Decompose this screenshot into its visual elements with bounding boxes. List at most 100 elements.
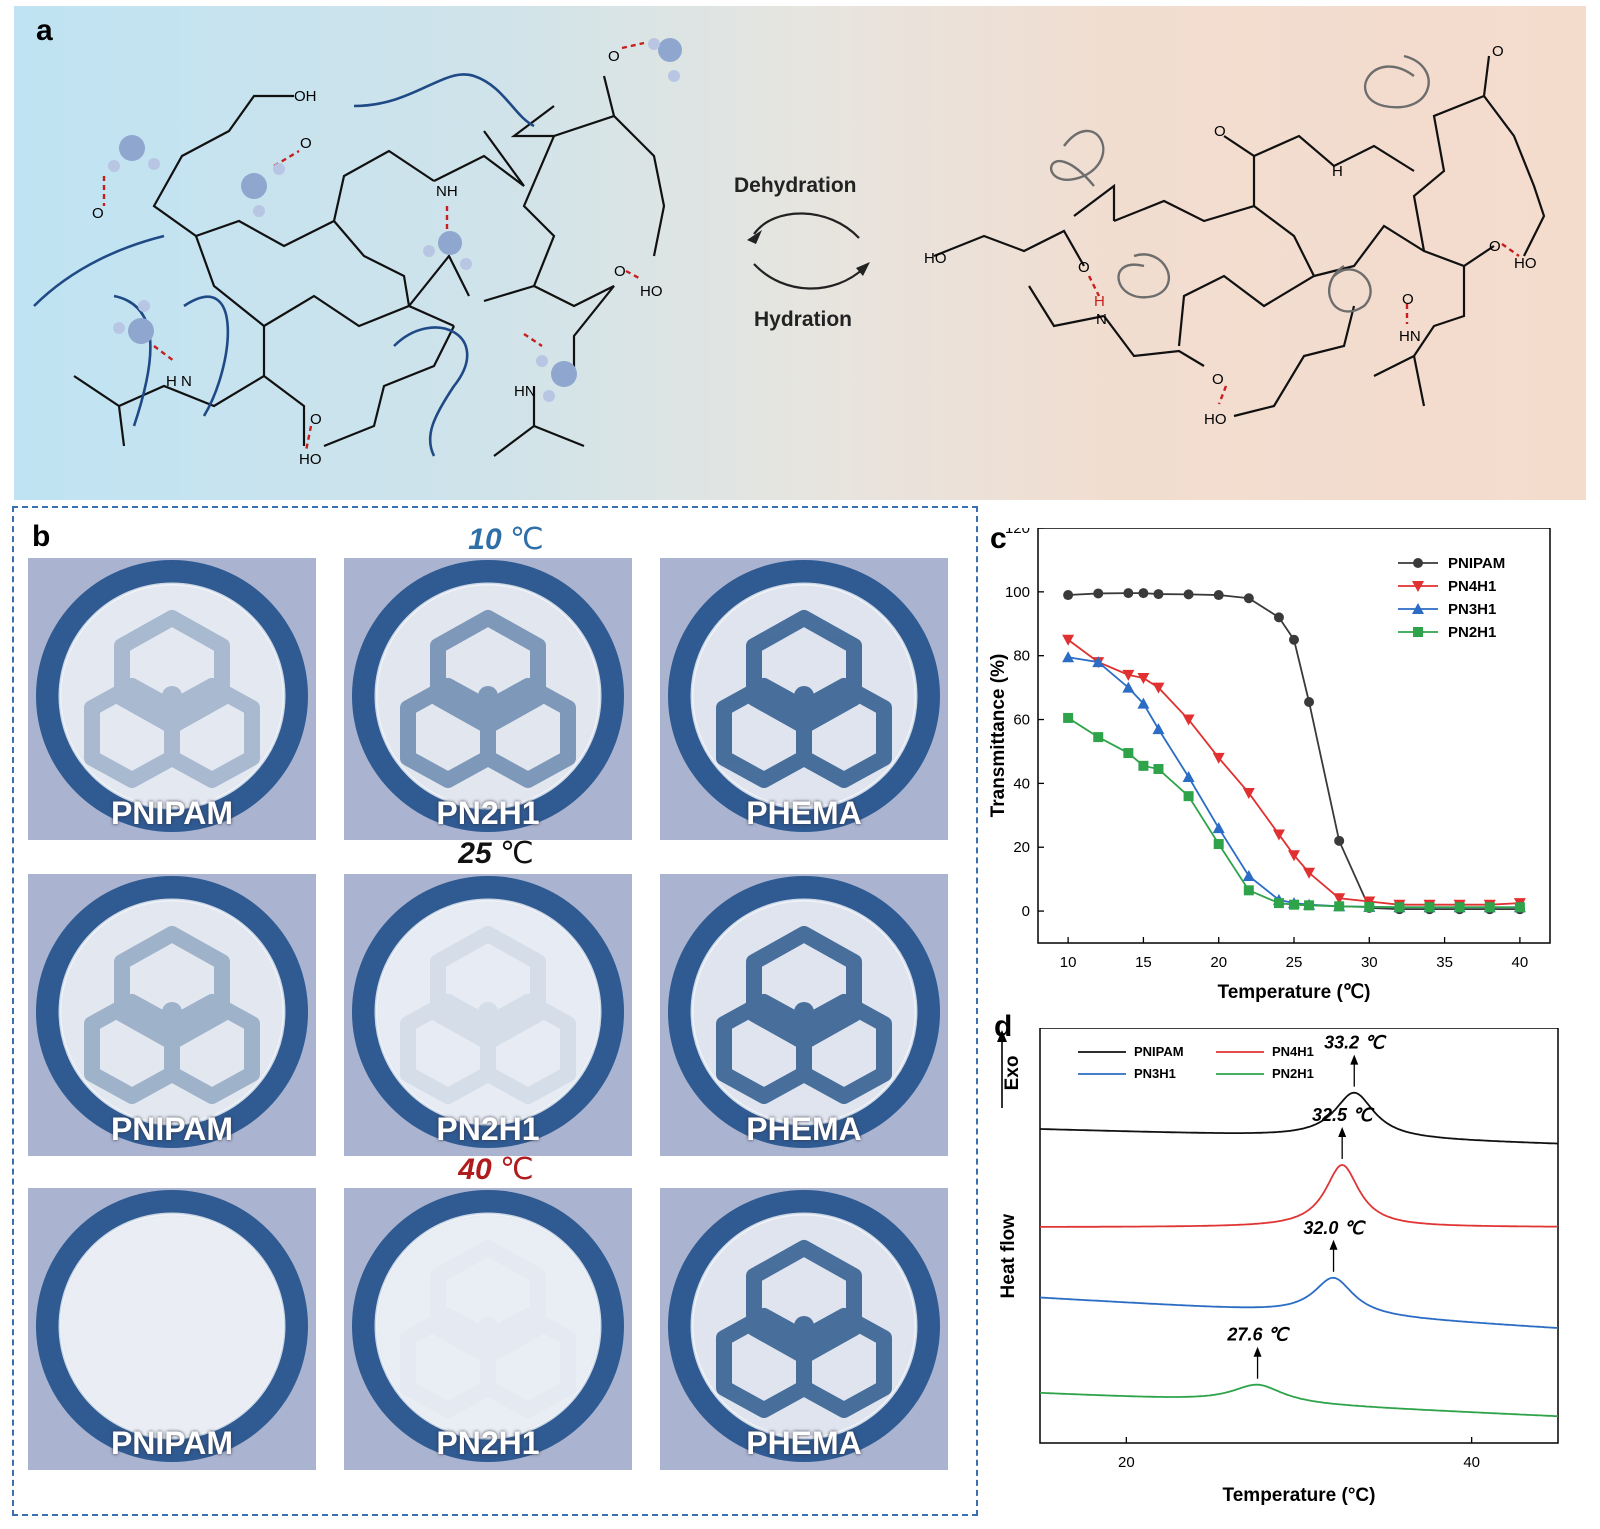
data-point bbox=[1182, 714, 1195, 726]
chem-label: H bbox=[1332, 163, 1343, 180]
panel-a-label: a bbox=[36, 14, 53, 47]
legend-marker bbox=[1412, 603, 1424, 614]
left-chem-labels: OH O O NH O HO O H N O HO HN bbox=[92, 48, 663, 468]
chem-label: O bbox=[92, 205, 104, 222]
data-point bbox=[1153, 764, 1164, 775]
data-point bbox=[1334, 835, 1345, 846]
data-point bbox=[1138, 760, 1149, 771]
dsc-curve bbox=[1039, 1276, 1559, 1329]
series-line bbox=[1067, 639, 1520, 906]
dsc-curve bbox=[1040, 1091, 1559, 1145]
data-point bbox=[1063, 590, 1074, 601]
left-molecule-skeleton bbox=[73, 75, 666, 457]
legend-label: PN4H1 bbox=[1448, 578, 1496, 595]
logo-icon bbox=[400, 610, 576, 788]
panel-a-svg: OH O O NH O HO O H N O HO HN Dehydration… bbox=[33, 38, 1546, 468]
dsc-curve bbox=[1040, 1163, 1558, 1228]
data-point bbox=[1152, 723, 1165, 735]
frost-overlay bbox=[378, 902, 598, 1122]
y-axis-label: Heat flow bbox=[998, 1214, 1019, 1299]
frost-overlay bbox=[694, 902, 914, 1122]
photo-illustration bbox=[28, 874, 316, 1156]
chem-label: O bbox=[1214, 123, 1226, 140]
peak-arrowhead bbox=[1350, 1054, 1359, 1065]
panel-a-scheme: OH O O NH O HO O H N O HO HN Dehydration… bbox=[14, 6, 1586, 500]
exo-label: Exo bbox=[1002, 1056, 1023, 1091]
x-tick-label: 10 bbox=[1060, 954, 1077, 971]
right-collapsed-chains bbox=[1049, 54, 1430, 313]
panel-b-photos bbox=[12, 506, 978, 1516]
data-point bbox=[1364, 901, 1375, 912]
data-point bbox=[1424, 902, 1435, 913]
x-tick-label: 40 bbox=[1512, 954, 1529, 971]
data-point bbox=[1334, 901, 1345, 912]
temp-unit: ℃ bbox=[500, 1153, 534, 1186]
dish-rim bbox=[58, 898, 286, 1126]
data-point bbox=[1062, 634, 1075, 646]
chem-label: HO bbox=[1204, 411, 1227, 428]
sample-label: PNIPAM bbox=[110, 795, 234, 831]
data-point bbox=[1289, 634, 1299, 645]
legend-marker bbox=[1412, 581, 1424, 592]
x-tick-label: 20 bbox=[1118, 1454, 1135, 1471]
panel-d-label: d bbox=[994, 1010, 1013, 1043]
y-tick-label: 40 bbox=[1013, 775, 1030, 792]
sample-photo: PN2H1 bbox=[344, 558, 632, 840]
x-tick-label: 40 bbox=[1463, 1454, 1480, 1471]
temp-value: 40 bbox=[458, 1153, 492, 1186]
data-point bbox=[1272, 829, 1285, 841]
photo-illustration bbox=[28, 1188, 316, 1470]
data-point bbox=[1138, 588, 1149, 599]
y-tick-label: 100 bbox=[1005, 584, 1030, 601]
legend-marker bbox=[1413, 558, 1423, 568]
data-point bbox=[1092, 656, 1105, 668]
dish-rim bbox=[374, 582, 602, 810]
water-molecules bbox=[108, 38, 682, 402]
left-polymer-chains bbox=[33, 73, 535, 457]
peak-label: 27.6 ℃ bbox=[1226, 1325, 1290, 1345]
x-tick-label: 25 bbox=[1286, 954, 1303, 971]
data-point bbox=[1093, 588, 1104, 599]
chem-label: O bbox=[1402, 291, 1414, 308]
data-point bbox=[1213, 590, 1224, 601]
photo-illustration bbox=[344, 558, 632, 840]
chem-label: OH bbox=[294, 88, 317, 105]
data-point bbox=[1093, 732, 1104, 743]
plot-frame bbox=[1039, 1028, 1559, 1444]
sample-label: PN2H1 bbox=[436, 795, 540, 831]
y-tick-label: 0 bbox=[1022, 903, 1030, 920]
y-tick-label: 120 bbox=[1005, 528, 1030, 537]
data-point bbox=[1288, 850, 1300, 862]
data-point bbox=[1333, 893, 1346, 905]
right-chem-labels: O O H HO O H N O HO O HO O HN bbox=[924, 43, 1537, 428]
transmittance-chart: 10 15 20 25 30 35 40 0 20 40 60 80 100 120 Temperature… bbox=[990, 528, 1551, 1003]
logo-icon bbox=[84, 926, 260, 1104]
y-axis-label: Transmittance (%) bbox=[990, 654, 1009, 818]
sample-label: PHEMA bbox=[746, 795, 862, 831]
panel-b-label: b bbox=[32, 520, 51, 553]
dsc-curve bbox=[1039, 1383, 1558, 1418]
chem-label: HN bbox=[514, 383, 536, 400]
sample-photo: PHEMA bbox=[660, 874, 948, 1156]
sample-photo: PN2H1 bbox=[344, 1188, 632, 1470]
dish-rim bbox=[690, 898, 918, 1126]
sample-label: PNIPAM bbox=[110, 1425, 234, 1461]
logo-icon bbox=[716, 610, 892, 788]
data-point bbox=[1242, 869, 1255, 881]
dsc-chart: 20 40 Temperature (°C) Heat flow Exo 33.2 ℃ 32… bbox=[997, 1028, 1559, 1506]
data-point bbox=[1304, 900, 1315, 911]
data-point bbox=[1273, 612, 1284, 623]
data-point bbox=[1123, 588, 1134, 599]
legend-label: PN3H1 bbox=[1134, 1066, 1176, 1081]
y-tick-label: 60 bbox=[1013, 712, 1030, 729]
equilibrium-arrows: Dehydration Hydration bbox=[734, 174, 870, 331]
data-point bbox=[1212, 822, 1225, 834]
panel-c-label: c bbox=[990, 522, 1007, 555]
data-point bbox=[1183, 791, 1194, 802]
sample-label: PHEMA bbox=[746, 1111, 862, 1147]
hydration-label: Hydration bbox=[754, 308, 852, 331]
x-tick-label: 20 bbox=[1210, 954, 1227, 971]
chem-label: O bbox=[1212, 371, 1224, 388]
sample-label: PNIPAM bbox=[110, 1111, 234, 1147]
frost-overlay bbox=[62, 1216, 282, 1436]
